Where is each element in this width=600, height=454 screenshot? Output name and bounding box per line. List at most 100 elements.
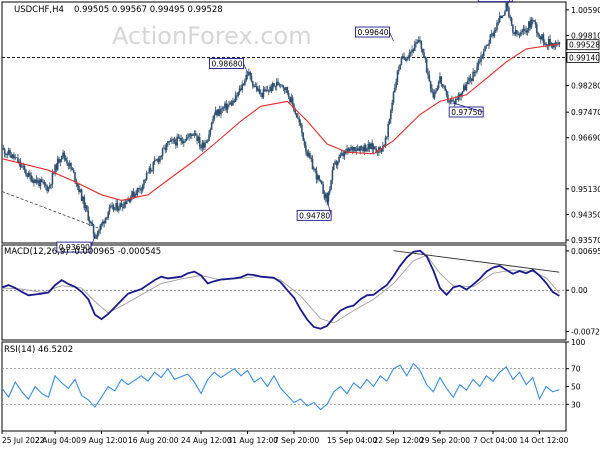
candle-body	[254, 85, 257, 87]
candle-body	[25, 169, 27, 175]
candle-body	[447, 94, 449, 102]
candle-body	[2, 148, 5, 150]
candle-body	[76, 183, 79, 187]
candle-body	[204, 142, 206, 148]
candle-body	[453, 101, 456, 105]
candle-body	[96, 232, 99, 238]
x-tick-label: 15 Sep 04:00	[327, 436, 377, 445]
candle-body	[67, 163, 70, 166]
rsi-line	[1, 362, 560, 411]
candle-body	[314, 168, 316, 171]
price-tick-label: 1.00590	[571, 6, 600, 15]
trendline	[1, 191, 102, 230]
candle-body	[128, 198, 131, 202]
candle-body	[92, 224, 95, 234]
candle-body	[415, 42, 417, 44]
candle-body	[370, 143, 372, 149]
candle-body	[205, 141, 208, 143]
candle-body	[421, 48, 424, 53]
candle-body	[400, 57, 403, 65]
candle-body	[376, 151, 379, 153]
candle-body	[429, 81, 432, 89]
candle-body	[201, 142, 204, 149]
candle-body	[108, 207, 111, 213]
candle-body	[514, 30, 517, 35]
candle-body	[367, 143, 370, 150]
candle-body	[282, 85, 285, 89]
candle-body	[534, 21, 537, 25]
candle-body	[331, 169, 334, 181]
candle-body	[401, 56, 404, 58]
candle-body	[339, 154, 342, 157]
candle-body	[157, 158, 160, 162]
candle-body	[277, 81, 279, 86]
candle-body	[397, 69, 400, 72]
candle-body	[78, 186, 80, 192]
candle-body	[222, 107, 225, 109]
candle-body	[328, 189, 331, 193]
candle-body	[441, 84, 444, 86]
candle-body	[528, 21, 530, 31]
candle-body	[257, 88, 259, 91]
candle-body	[228, 104, 230, 106]
candle-body	[70, 163, 72, 169]
candle-body	[189, 133, 192, 135]
candle-body	[539, 36, 542, 40]
candle-body	[384, 137, 387, 146]
candle-body	[144, 179, 147, 181]
candle-body	[39, 179, 42, 186]
candle-body	[368, 143, 371, 149]
rsi-tick-label: 100	[571, 338, 586, 347]
candle-body	[392, 92, 395, 103]
candle-body	[558, 42, 561, 45]
candle-body	[465, 84, 468, 91]
price-tick-label: 0.94350	[571, 210, 600, 219]
candle-body	[186, 136, 189, 138]
macd-tick-label: 0.00	[571, 286, 588, 295]
candle-body	[419, 40, 421, 42]
candle-body	[34, 179, 36, 184]
candle-body	[244, 80, 246, 85]
candle-body	[485, 45, 488, 47]
candle-body	[143, 179, 145, 185]
candle-body	[261, 92, 263, 98]
x-tick-label: 7 Oct 04:00	[473, 436, 517, 445]
candle-body	[62, 152, 64, 157]
candle-body	[553, 45, 555, 48]
candle-body	[431, 88, 433, 93]
candle-body	[210, 122, 213, 130]
candle-body	[232, 100, 234, 106]
candle-body	[217, 109, 220, 116]
candle-body	[279, 84, 282, 86]
candle-body	[120, 203, 123, 207]
candle-body	[526, 30, 529, 33]
pivot-label: 0.94780	[299, 211, 330, 220]
candle-body	[323, 193, 326, 199]
candle-body	[445, 90, 448, 95]
candle-body	[310, 157, 313, 159]
candle-body	[470, 78, 473, 81]
candle-body	[315, 170, 318, 180]
candle-body	[463, 85, 465, 92]
candle-body	[473, 71, 476, 73]
candle-body	[56, 158, 59, 170]
candle-body	[173, 139, 176, 143]
rsi-tick-label: 50	[571, 383, 581, 392]
candle-body	[547, 38, 550, 47]
x-tick-label: 25 Jul 2022	[2, 436, 45, 445]
candle-body	[132, 191, 135, 197]
candle-body	[411, 49, 413, 53]
candle-body	[30, 175, 32, 182]
pivot-label: 1.00720	[480, 0, 511, 2]
candle-body	[246, 74, 249, 76]
candle-body	[322, 184, 324, 194]
candle-body	[269, 86, 271, 92]
candle-body	[35, 179, 38, 183]
candle-body	[19, 161, 22, 167]
candle-body	[214, 110, 217, 115]
candle-body	[116, 203, 119, 211]
x-tick-label: 2 Aug 04:00	[35, 436, 81, 445]
pivot-connector	[505, 0, 511, 6]
candle-body	[437, 81, 440, 89]
candle-body	[334, 161, 336, 164]
